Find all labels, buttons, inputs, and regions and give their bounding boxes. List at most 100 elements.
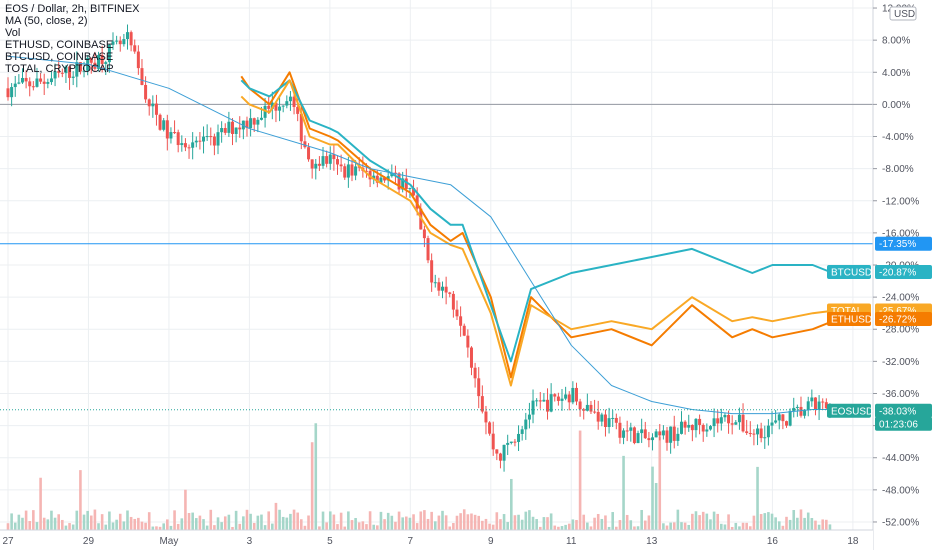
candle-body [187,147,191,149]
time-axis[interactable]: 27 29 May 3 5 7 9 11 13 16 18 [0,529,873,550]
volume-bar [147,512,151,530]
candle-body [538,400,542,402]
candle-body [147,99,151,107]
volume-bar [361,521,365,530]
eosusd-series-tag: EOSUSD [831,406,873,417]
candle-body [651,437,655,441]
candle-body [118,40,122,45]
candle-body [194,140,198,143]
candle-body [151,103,155,107]
legend-main-symbol[interactable]: EOS / Dollar, 2h, BITFINEX [5,3,140,15]
volume-bar [455,515,459,530]
candle-body [281,105,285,107]
volume-bar [118,513,122,530]
time-tick-label: May [159,536,178,547]
candle-body [792,407,796,411]
candle-body [364,170,368,172]
candle-body [115,40,119,42]
volume-bar [256,515,260,530]
volume-bar [774,517,777,530]
volume-bar [770,513,774,530]
volume-bar [350,520,354,530]
candle-body [654,431,658,438]
candle-body [593,411,597,413]
volume-bar [517,514,520,530]
candle-body [230,121,234,134]
candle-body [498,453,502,461]
volume-bar [176,523,180,530]
horizontal-line[interactable] [0,243,873,411]
volume-bar [357,522,361,530]
candle-body [502,444,506,461]
candle-body [223,128,227,133]
volume-bar [140,521,144,530]
series-price-labels: -17.35% -20.87% BTCUSD -25.67% TOTAL -26.72% E… [827,236,932,431]
grid-lines [0,0,873,530]
volume-bar [271,523,274,530]
legend-ethusd[interactable]: ETHUSD, COINBASE [5,39,114,51]
volume-bar [223,516,227,530]
legend-btcusd[interactable]: BTCUSD, COINBASE [5,51,114,63]
candle-body [705,429,709,432]
volume-bar [553,525,557,530]
ethusd-series-tag: ETHUSD [831,314,872,325]
candle-body [719,417,723,424]
time-tick-label: 27 [2,536,14,547]
legend-volume[interactable]: Vol [5,27,21,39]
candle-body [737,414,741,423]
volume-bar [339,512,343,530]
volume-bar [57,514,60,530]
volume-bar [115,519,118,530]
volume-bar [408,517,412,530]
candle-body [549,394,553,412]
candle-body [524,419,528,430]
candle-body [658,431,662,436]
candle-body [78,62,82,72]
candle-body [82,70,86,72]
candle-body [49,78,53,83]
candle-body [451,293,455,310]
legend-total[interactable]: TOTAL, CRYPTOCAP [5,63,114,75]
candle-body [245,120,249,128]
volume-bar [549,513,553,530]
volume-bar [158,526,162,530]
volume-bar [433,521,437,530]
candle-body [821,401,825,403]
candle-body [766,425,770,438]
volume-bar [734,522,738,530]
volume-bar [622,455,625,530]
volume-bar [108,511,111,530]
volume-bar [231,526,234,530]
candle-body [560,398,564,401]
candle-body [57,71,61,73]
candle-body [35,78,39,87]
volume-bar [654,482,658,530]
legend-ma-indicator[interactable]: MA (50, close, 2) [5,15,88,27]
candle-body [20,77,24,83]
volume-bar [205,525,209,530]
volume-bar [557,526,560,530]
volume-bar [647,515,651,530]
volume-bar [488,523,491,530]
volume-bar [633,526,636,530]
eosusd-countdown: 01:23:06 [879,419,918,430]
candle-body [810,397,814,402]
candle-body [238,127,242,130]
candle-body [212,136,216,146]
volume-bar [564,524,567,530]
volume-bar [405,516,408,530]
volume-bar [93,509,97,530]
ethusd-price-label: -26.72% [879,314,916,325]
candle-body [122,39,126,45]
candle-body [437,282,441,291]
eosusd-candles [6,24,832,472]
candle-body [596,411,600,422]
candle-body [31,86,35,88]
candle-body [202,136,206,142]
volume-bar [586,522,589,530]
candle-body [723,414,727,418]
candle-body [310,159,314,169]
volume-bar [462,509,466,530]
volume-bar [71,524,75,530]
